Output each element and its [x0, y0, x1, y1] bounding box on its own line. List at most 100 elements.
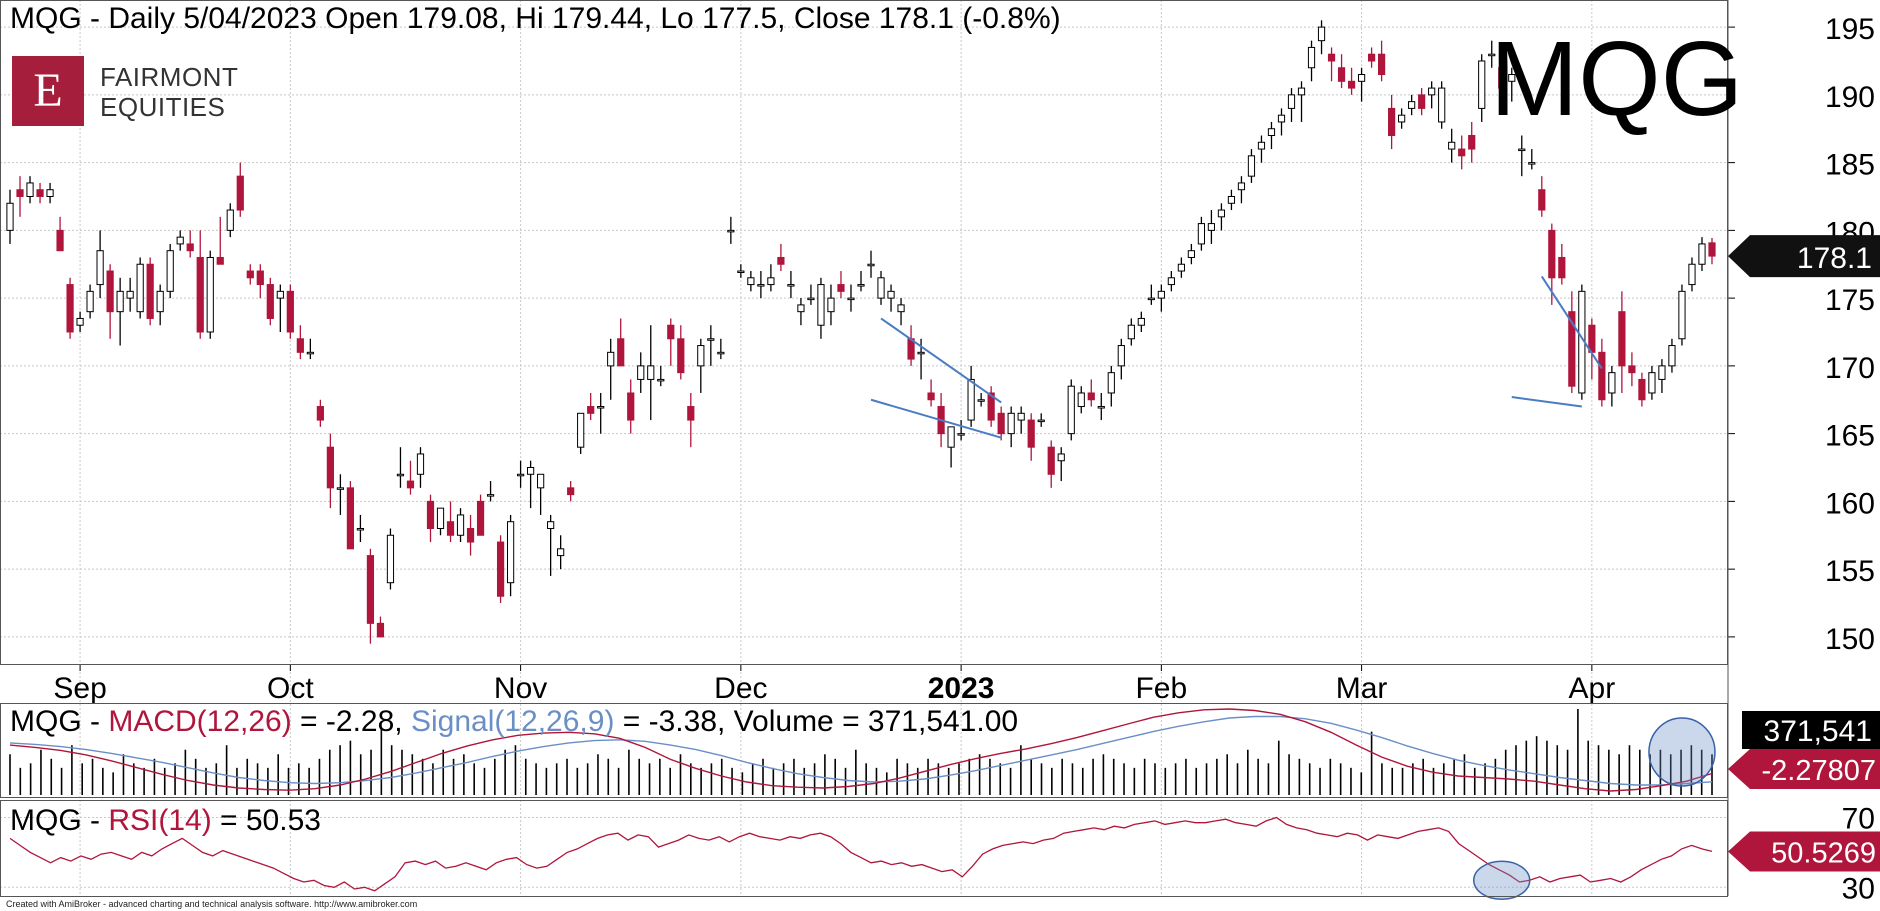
candle-up [396, 473, 405, 477]
candle-up [797, 304, 805, 313]
candle-down [1418, 94, 1426, 109]
candle-down [567, 487, 575, 496]
candle-up [1127, 324, 1135, 340]
last-price-label: 178.1 [1797, 242, 1872, 275]
candle-up [947, 426, 955, 448]
candle-up [116, 290, 124, 313]
macd-title-macd: MACD(12,26) [108, 705, 292, 738]
candle-up [637, 365, 645, 380]
candle-up [356, 527, 365, 531]
candle-up [727, 229, 735, 233]
candle-up [757, 284, 765, 287]
candle-down [1568, 311, 1576, 387]
candle-up [817, 284, 825, 326]
logo-mark: E [12, 56, 84, 126]
fairmont-logo: E FAIRMONT EQUITIES [12, 56, 238, 128]
candle-up [1117, 345, 1125, 367]
candle-down [346, 487, 355, 550]
candle-up [1478, 60, 1486, 109]
ticker-symbol: MQG [1490, 20, 1744, 138]
candle-up [977, 399, 985, 402]
candle-up [156, 290, 164, 313]
x-tick-label: Apr [1569, 672, 1616, 705]
candle-down [376, 622, 385, 638]
candle-up [1017, 412, 1025, 421]
candle-up [1658, 365, 1666, 380]
candle-up [1207, 223, 1216, 231]
candle-up [206, 256, 214, 333]
candle-up [1668, 345, 1676, 367]
candle-up [1448, 141, 1456, 150]
candle-up [506, 521, 515, 584]
candle-down [837, 284, 845, 292]
rsi-title-value: = 50.53 [211, 804, 321, 837]
candle-up [516, 473, 525, 477]
y-tick-label: 195 [1825, 13, 1875, 46]
candle-up [1287, 94, 1296, 109]
candle-up [787, 284, 795, 287]
chart-title: MQG - Daily 5/04/2023 Open 179.08, Hi 17… [10, 2, 1061, 35]
rsi-highlight-ellipse [1472, 860, 1531, 901]
candle-down [1458, 148, 1466, 157]
candle-up [1067, 385, 1075, 435]
candle-down [16, 189, 24, 197]
candle-up [86, 290, 94, 313]
candle-up [1438, 87, 1446, 123]
macd-title-prefix: MQG - [10, 705, 109, 738]
candle-down [146, 263, 154, 319]
candle-up [807, 297, 815, 301]
candle-up [1508, 74, 1516, 82]
candle-up [386, 534, 395, 584]
candle-down [1538, 189, 1546, 211]
candle-down [1468, 135, 1476, 150]
candle-up [887, 290, 895, 299]
candle-down [1378, 53, 1386, 76]
candle-up [767, 277, 775, 286]
macd-panel-title: MQG - MACD(12,26) = -2.28, Signal(12,26,… [10, 705, 1018, 739]
candle-up [697, 345, 705, 367]
candle-down [476, 500, 485, 536]
candle-up [1408, 101, 1416, 109]
candle-up [1257, 141, 1266, 150]
candle-up [1247, 155, 1256, 177]
price-grid [0, 0, 1726, 896]
volume-tag [1742, 711, 1880, 749]
candle-up [827, 297, 835, 313]
candle-up [577, 412, 585, 448]
candle-up [547, 521, 555, 529]
candle-down [196, 256, 204, 333]
candle-up [1698, 243, 1706, 265]
candle-down [1388, 107, 1396, 137]
x-tick-label: Sep [53, 672, 106, 705]
candle-down [216, 256, 224, 265]
candle-up [1187, 250, 1195, 258]
candle-down [1047, 446, 1055, 475]
candle-up [717, 351, 725, 355]
candle-down [466, 527, 475, 543]
trendline [1511, 396, 1582, 408]
candle-up [1608, 372, 1616, 394]
candle-down [1598, 351, 1606, 401]
candle-up [1107, 372, 1115, 394]
candle-up [607, 351, 615, 367]
rsi-line [9, 816, 1713, 892]
candle-up [1317, 26, 1326, 42]
highlight-ellipse [1648, 717, 1716, 787]
x-tick-label: Dec [714, 672, 767, 705]
candle-down [1548, 229, 1556, 279]
volume-tag-label: 371,541 [1764, 715, 1872, 748]
candle-up [486, 494, 495, 497]
candle-down [1027, 419, 1035, 448]
candle-down [106, 270, 114, 313]
candle-up [747, 277, 755, 286]
candle-down [1347, 80, 1356, 89]
candle-down [256, 270, 264, 286]
panel-frame [0, 0, 1728, 665]
candle-up [1237, 182, 1246, 191]
candle-up [306, 351, 314, 355]
candle-down [36, 189, 44, 197]
x-tick-label: Nov [494, 672, 547, 705]
